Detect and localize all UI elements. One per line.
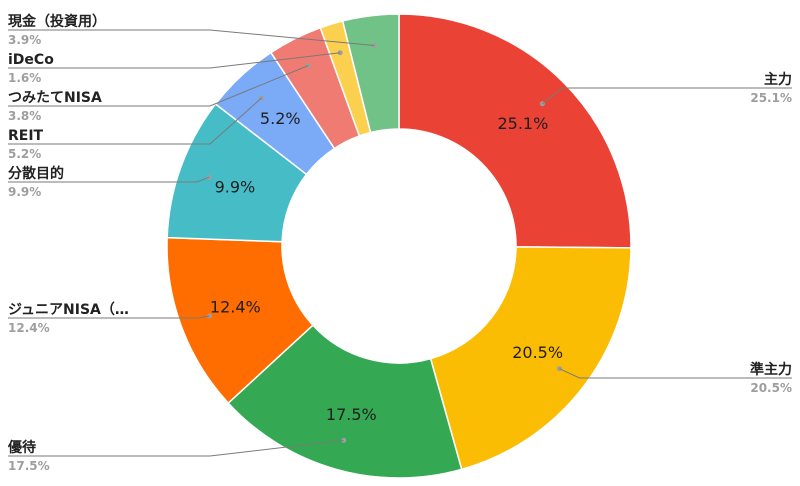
slice-3[interactable] — [227, 324, 463, 479]
category-percent-label: 1.6% — [8, 71, 41, 85]
slice-value-label: 12.4% — [210, 297, 261, 316]
leader-line — [559, 368, 792, 379]
category-percent-label: 25.1% — [750, 91, 792, 105]
category-percent-label: 5.2% — [8, 147, 41, 161]
slice-value-label: 9.9% — [215, 178, 256, 197]
category-label: iDeCo — [8, 52, 54, 68]
leader-line — [8, 176, 210, 183]
leader-line — [8, 97, 262, 145]
category-percent-label: 17.5% — [8, 459, 50, 473]
labels: 25.1% 主力 25.1% 20.5% 準主力 20.5% 17.5% 優待 17.5% 12.… — [7, 13, 792, 473]
category-label: つみたてNISA — [8, 90, 102, 106]
category-percent-label: 9.9% — [8, 185, 41, 199]
leader-line — [8, 315, 210, 319]
slices — [166, 13, 632, 479]
category-label: REIT — [8, 128, 44, 144]
category-label: 分散目的 — [8, 165, 64, 182]
category-label: 優待 — [7, 439, 36, 456]
category-label: 主力 — [764, 71, 792, 88]
leader-line — [8, 65, 309, 107]
category-label: ジュニアNISA（… — [8, 302, 129, 318]
category-percent-label: 20.5% — [750, 381, 792, 395]
leader-line — [8, 52, 341, 69]
slice-value-label: 17.5% — [326, 405, 377, 424]
slice-1[interactable] — [398, 13, 632, 249]
slice-value-label: 5.2% — [260, 109, 301, 128]
slice-2[interactable] — [429, 246, 632, 471]
category-label: 現金（投資用） — [8, 13, 106, 30]
leader-line — [8, 29, 375, 47]
category-label: 準主力 — [750, 361, 792, 378]
slice-value-label: 20.5% — [512, 343, 563, 362]
category-percent-label: 3.8% — [8, 109, 41, 123]
slice-value-label: 25.1% — [497, 114, 548, 133]
category-percent-label: 3.9% — [8, 33, 41, 47]
leader-line — [8, 439, 344, 457]
leader-line — [542, 87, 792, 105]
leader-lines — [8, 29, 792, 457]
category-percent-label: 12.4% — [8, 321, 50, 335]
